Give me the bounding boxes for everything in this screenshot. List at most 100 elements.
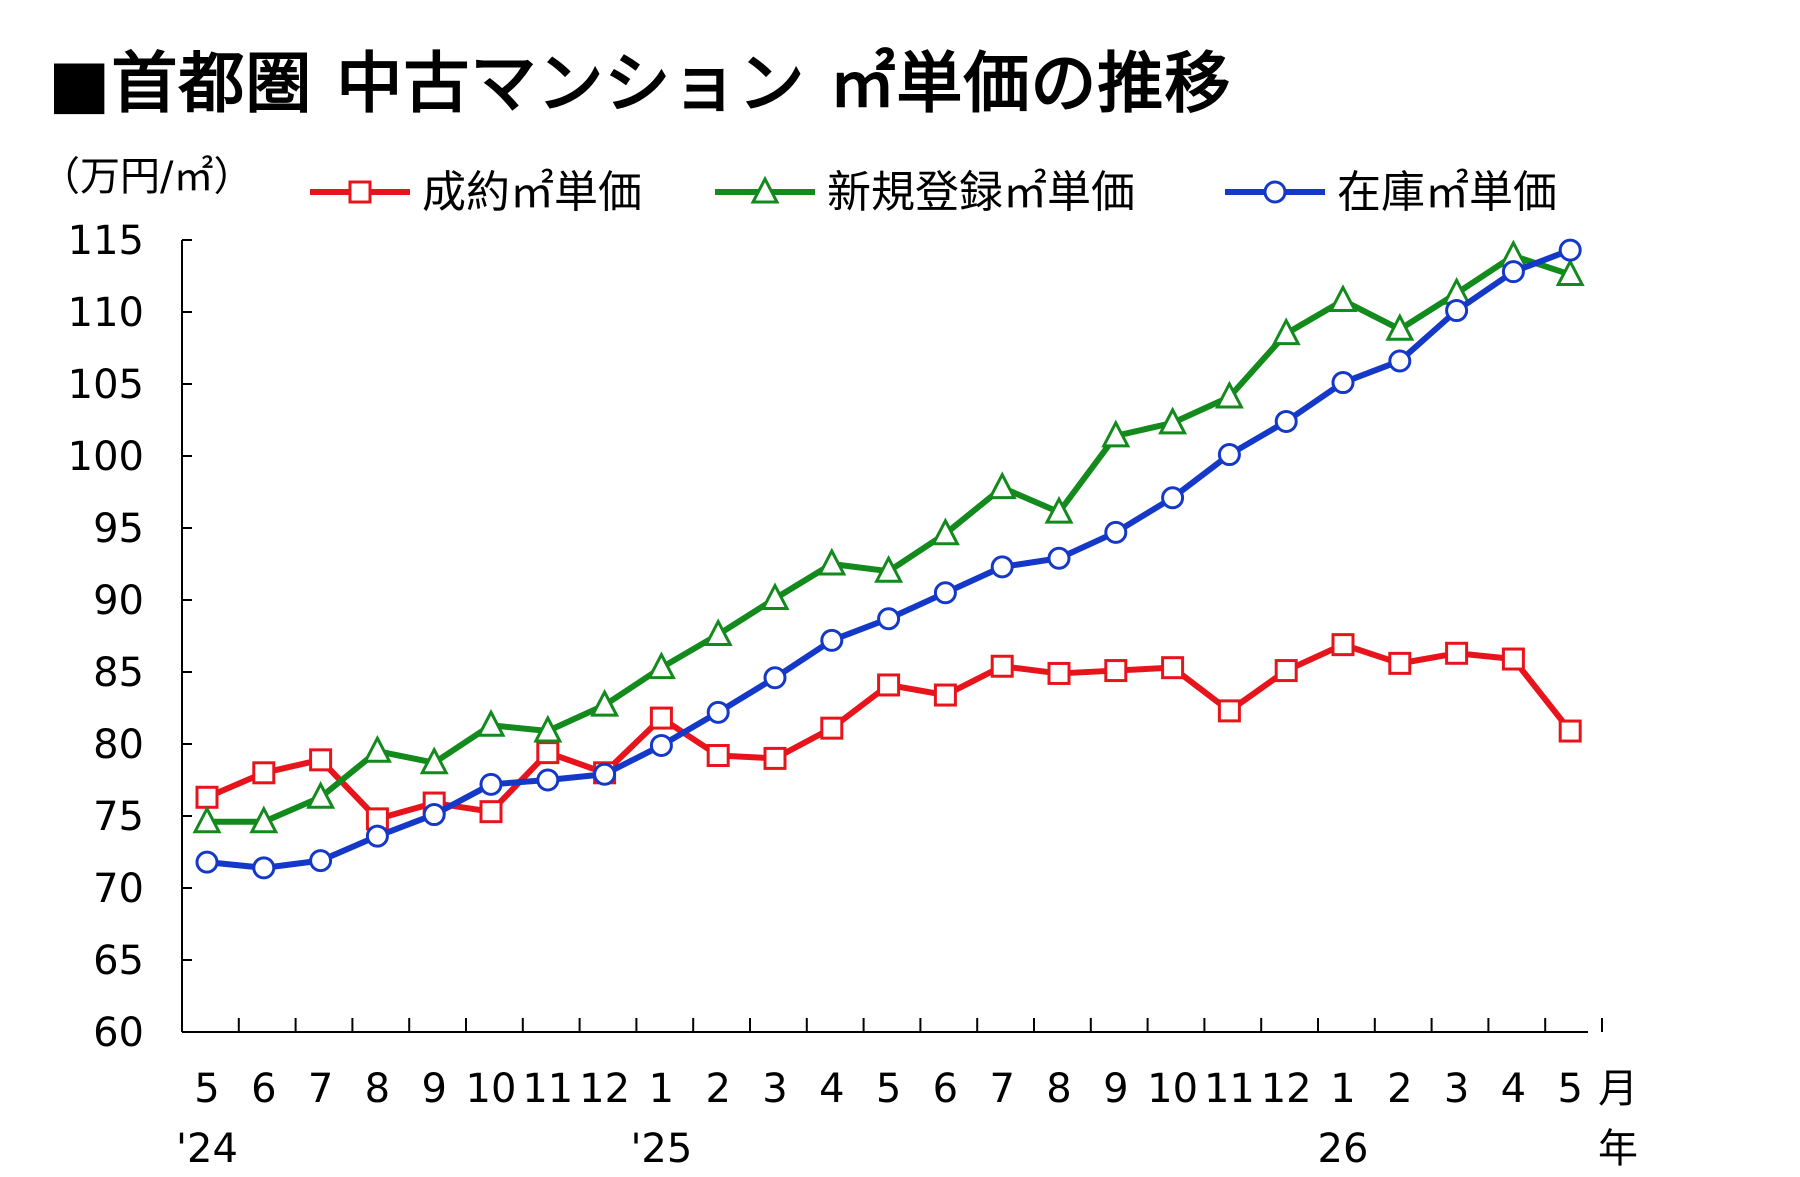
x-month-label: 5 xyxy=(876,1066,901,1112)
x-month-label: 7 xyxy=(989,1066,1014,1112)
data-point xyxy=(820,716,844,740)
legend-label: 成約㎡単価 xyxy=(422,167,642,218)
data-point xyxy=(365,824,389,848)
y-unit-label: （万円/㎡） xyxy=(40,154,253,200)
data-point xyxy=(1331,371,1355,395)
data-point xyxy=(590,688,620,717)
axes xyxy=(181,240,1588,1033)
x-month-label: 6 xyxy=(251,1066,276,1112)
y-tick-label: 70 xyxy=(93,866,144,912)
data-point xyxy=(536,741,560,765)
chart-title: ■首都圏 中古マンション ㎡単価の推移 xyxy=(48,45,1232,122)
y-tick-label: 105 xyxy=(68,362,144,408)
y-tick-label: 100 xyxy=(68,434,144,480)
x-month-label: 2 xyxy=(705,1066,730,1112)
data-point xyxy=(1385,313,1415,341)
x-month-label: 9 xyxy=(421,1066,446,1112)
y-axis-ticks: 60 65 70 75 80 85 90 95 100 105 110 115 xyxy=(68,218,192,1056)
series-line xyxy=(205,641,1573,822)
data-point xyxy=(1217,443,1241,467)
x-month-label: 4 xyxy=(819,1066,844,1112)
data-point xyxy=(309,748,333,772)
data-point xyxy=(933,683,957,707)
y-tick-label: 65 xyxy=(93,938,144,984)
data-point xyxy=(877,607,901,631)
series-3 xyxy=(195,238,1582,880)
data-point xyxy=(252,856,276,880)
data-point xyxy=(820,628,844,652)
data-point xyxy=(476,709,506,737)
data-point xyxy=(1044,495,1074,524)
data-point xyxy=(362,734,392,763)
data-point xyxy=(1501,260,1525,284)
y-tick-label: 60 xyxy=(93,1010,144,1056)
x-month-label: 11 xyxy=(1204,1066,1255,1112)
x-month-label: 8 xyxy=(365,1066,390,1112)
data-point xyxy=(930,517,960,546)
x-month-label: 3 xyxy=(1444,1066,1469,1112)
data-point xyxy=(1101,419,1131,448)
data-point xyxy=(1274,659,1298,683)
data-point xyxy=(1161,656,1185,680)
data-point xyxy=(479,772,503,796)
x-axis-ticks: 5 6 7 8 9 10 11 12 1 2 3 4 5 6 7 8 9 10 11 12 1 2 3 4 5'24'25 26月… xyxy=(176,1018,1638,1172)
x-month-label: 1 xyxy=(649,1066,674,1112)
x-axis-year-suffix: 年 xyxy=(1598,1126,1638,1172)
data-point xyxy=(706,700,730,724)
x-month-label: 5 xyxy=(1557,1066,1582,1112)
series-layer xyxy=(192,238,1585,880)
data-point xyxy=(536,768,560,792)
data-point xyxy=(479,800,503,824)
x-year-label: 26 xyxy=(1318,1126,1369,1172)
data-point xyxy=(1271,317,1301,346)
series-1 xyxy=(195,633,1582,831)
series-2 xyxy=(192,239,1585,834)
x-month-label: 8 xyxy=(1046,1066,1071,1112)
y-tick-label: 95 xyxy=(93,506,144,552)
data-point xyxy=(1047,546,1071,570)
data-point xyxy=(990,555,1014,579)
x-month-label: 12 xyxy=(579,1066,630,1112)
data-point xyxy=(1274,409,1298,433)
data-point xyxy=(877,673,901,697)
x-month-label: 10 xyxy=(1147,1066,1198,1112)
data-point xyxy=(1501,647,1525,671)
data-point xyxy=(1158,406,1188,435)
data-point xyxy=(422,803,446,827)
y-tick-label: 80 xyxy=(93,722,144,768)
x-month-label: 3 xyxy=(762,1066,787,1112)
y-tick-label: 90 xyxy=(93,578,144,624)
data-point xyxy=(1558,719,1582,743)
data-point xyxy=(1558,238,1582,262)
data-point xyxy=(987,471,1017,500)
data-point xyxy=(252,761,276,785)
data-point xyxy=(649,706,673,730)
data-point xyxy=(306,781,336,809)
data-point xyxy=(195,850,219,874)
y-tick-label: 115 xyxy=(68,218,144,264)
data-point xyxy=(874,554,904,583)
data-point xyxy=(533,714,563,743)
data-point xyxy=(1104,520,1128,544)
data-point xyxy=(1214,380,1244,409)
x-year-label: '25 xyxy=(630,1126,692,1172)
x-month-label: 5 xyxy=(194,1066,219,1112)
data-point xyxy=(1445,641,1469,665)
legend-label: 在庫㎡単価 xyxy=(1337,167,1557,218)
data-point xyxy=(419,746,449,775)
data-point xyxy=(763,746,787,770)
x-axis-month-suffix: 月 xyxy=(1598,1066,1638,1112)
legend-label: 新規登録㎡単価 xyxy=(827,167,1135,218)
data-point xyxy=(1217,699,1241,723)
data-point xyxy=(309,849,333,873)
data-point xyxy=(933,581,957,605)
data-point xyxy=(817,547,847,576)
data-point xyxy=(1104,659,1128,683)
data-point xyxy=(1047,661,1071,685)
legend-item: 新規登録㎡単価 xyxy=(715,167,1135,218)
legend: 成約㎡単価 新規登録㎡単価 在庫㎡単価 xyxy=(310,167,1557,218)
data-point xyxy=(649,733,673,757)
data-point xyxy=(646,651,676,680)
x-month-label: 7 xyxy=(308,1066,333,1112)
data-point xyxy=(1331,633,1355,657)
